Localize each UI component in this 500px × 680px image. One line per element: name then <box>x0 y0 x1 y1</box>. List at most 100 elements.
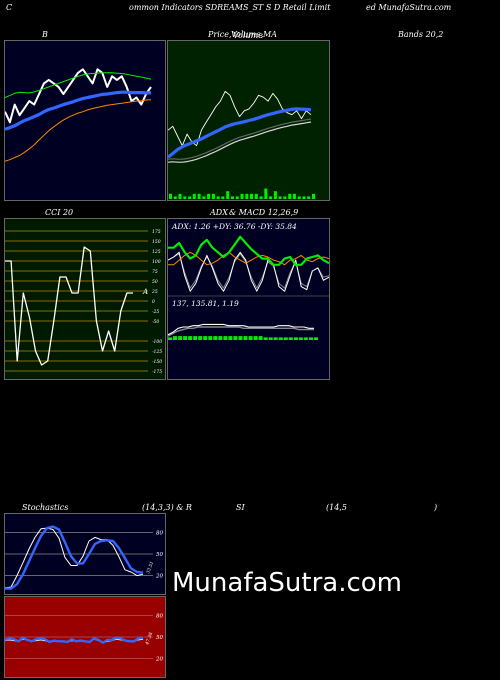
volume-bar <box>197 193 201 199</box>
macd-histogram-bar <box>168 337 172 340</box>
macd-histogram-bar <box>198 336 203 340</box>
price-title-volume-1: Volume, <box>231 30 264 39</box>
macd-histogram-bar <box>309 337 313 340</box>
macd-histogram-bar <box>208 336 213 340</box>
cci-tick-label: 150 <box>152 239 161 245</box>
macd-line <box>168 323 314 336</box>
macd-histogram-bar <box>173 336 177 340</box>
adx-title-left: ADX <box>210 208 228 217</box>
bands-title-left: B <box>42 30 48 39</box>
volume-bar <box>307 196 311 199</box>
macd-histogram-bar <box>213 336 218 340</box>
price-volume-panel <box>167 40 330 201</box>
cci-title: CCI 20 <box>45 208 74 217</box>
adx-title-right: & MACD 12,26,9 <box>229 208 299 217</box>
volume-bar <box>226 191 230 199</box>
volume-bar <box>235 196 239 199</box>
stoch-d-line <box>5 525 144 590</box>
ma-fast-line <box>168 107 312 159</box>
cci-panel: 175 150 125 100 75 50 25 0 -25 -50 -100 -125 -150 -17… <box>4 218 166 380</box>
bollinger-chart <box>5 68 152 162</box>
volume-bar <box>207 193 211 199</box>
watermark-text: MunafaSutra.com <box>172 568 403 598</box>
stoch-params-title: (14,3,3) & R <box>142 503 192 512</box>
macd-histogram-bar <box>253 336 258 340</box>
price-title-prefix: Price, <box>208 30 232 39</box>
price-line <box>5 68 152 124</box>
price-volume-chart <box>168 90 315 199</box>
stoch-tick-label: 80 <box>156 530 163 536</box>
macd-histogram-bar <box>258 336 263 340</box>
rsi-params-close: ) <box>434 503 438 512</box>
bollinger-panel <box>4 40 166 201</box>
stoch-value-label: 33.51 <box>145 561 155 575</box>
macd-histogram-bar <box>243 336 248 340</box>
cci-tick-label: 175 <box>152 229 161 235</box>
volume-bar <box>231 196 234 199</box>
volume-bar <box>297 196 301 199</box>
adx-readout: ADX: 1.26 +DY: 36.76 -DY: 35.84 <box>172 222 297 231</box>
middle-band-line <box>5 90 151 131</box>
stoch-k-line <box>5 527 144 589</box>
upper-band-line <box>5 72 152 98</box>
rsi-chart: 80 50 20 47.38 <box>5 613 163 663</box>
volume-bar <box>278 196 282 199</box>
rsi-smooth-line <box>5 636 144 644</box>
cci-tick-label: 100 <box>152 259 161 265</box>
cci-tick-label: -175 <box>152 369 162 375</box>
price-title-ma: MA <box>263 30 277 39</box>
rsi-tick-label: 80 <box>156 613 163 619</box>
macd-histogram-bar <box>314 337 318 340</box>
volume-bar <box>254 193 258 199</box>
macd-histogram-bar <box>303 337 308 340</box>
cci-tick-label: -125 <box>152 349 162 355</box>
cci-tick-label: 50 <box>152 279 158 285</box>
rsi-value-label: 47.38 <box>144 631 154 646</box>
cci-tick-label: -100 <box>152 339 162 345</box>
macd-histogram-bar <box>183 336 188 340</box>
adx-macd-chart <box>168 235 329 340</box>
volume-bar <box>188 196 192 199</box>
cci-end-marker: A <box>142 288 148 296</box>
stochastics-panel: 80 50 20 33.51 <box>4 513 166 595</box>
volume-bar <box>264 188 268 199</box>
ma-slow-line-lower <box>168 118 312 160</box>
volume-bar <box>169 193 172 199</box>
volume-bar <box>312 193 315 199</box>
volume-bar <box>211 193 215 199</box>
macd-histogram-bar <box>233 336 238 340</box>
rsi-panel: 80 50 20 47.38 <box>4 596 166 678</box>
volume-bar <box>173 196 177 199</box>
volume-bar <box>240 193 244 199</box>
macd-histogram-bar <box>273 337 278 340</box>
stoch-title: Stochastics <box>22 503 69 512</box>
macd-histogram-bar <box>178 336 183 340</box>
plus-di-line <box>168 235 329 266</box>
macd-histogram-bar <box>263 337 268 340</box>
volume-bar <box>216 196 220 199</box>
macd-histogram-bar <box>238 336 243 340</box>
rsi-params-title: (14,5 <box>326 503 347 512</box>
rsi-tick-label: 20 <box>155 657 163 663</box>
macd-histogram-bar <box>193 336 198 340</box>
lower-band-line <box>5 99 152 162</box>
header-left-text: C <box>6 3 13 12</box>
macd-histogram-bar <box>188 336 193 340</box>
volume-bar <box>273 191 277 199</box>
macd-histogram-bar <box>283 337 288 340</box>
macd-histogram-bar <box>278 337 283 340</box>
price-title-volume-2: Volume <box>233 31 263 40</box>
macd-histogram-bar <box>268 337 273 340</box>
macd-histogram-bar <box>228 336 233 340</box>
volume-bar <box>302 196 306 199</box>
cci-tick-label: 75 <box>152 269 158 275</box>
header-right-text: ed MunafaSutra.com <box>366 3 452 12</box>
adx-line <box>168 251 329 292</box>
volume-bar <box>283 196 287 199</box>
cci-line <box>5 246 133 366</box>
bands-title-right: Bands 20,2 <box>398 30 444 39</box>
volume-bar <box>245 193 249 199</box>
macd-histogram-bar <box>298 337 303 340</box>
volume-bar <box>269 196 273 199</box>
